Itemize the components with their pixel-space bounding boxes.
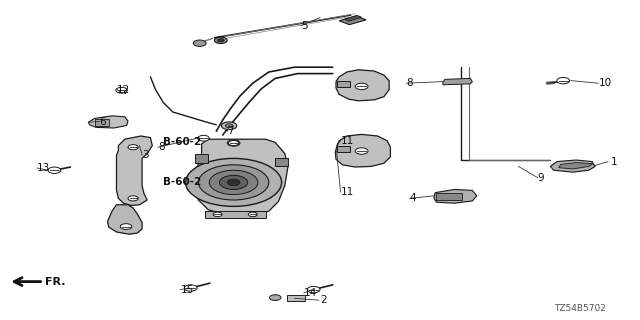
Text: 13: 13	[37, 163, 51, 173]
Circle shape	[198, 135, 209, 141]
Circle shape	[557, 77, 570, 84]
Text: 14: 14	[304, 288, 317, 298]
Circle shape	[198, 165, 269, 200]
Text: 15: 15	[180, 284, 194, 295]
Circle shape	[355, 148, 368, 154]
Bar	[337, 81, 350, 87]
Polygon shape	[108, 205, 142, 234]
Polygon shape	[335, 134, 390, 167]
Text: 11: 11	[340, 136, 354, 146]
Circle shape	[209, 170, 258, 195]
Circle shape	[220, 175, 248, 189]
Text: B-60-2: B-60-2	[163, 137, 202, 148]
Text: 7: 7	[227, 126, 234, 136]
Polygon shape	[559, 163, 593, 169]
Circle shape	[120, 224, 132, 229]
Text: FR.: FR.	[45, 276, 65, 287]
Circle shape	[48, 167, 61, 173]
Circle shape	[227, 179, 240, 186]
Circle shape	[128, 196, 138, 201]
Text: 8: 8	[158, 142, 164, 152]
Circle shape	[269, 295, 281, 300]
Polygon shape	[344, 15, 362, 21]
Polygon shape	[550, 160, 595, 172]
Bar	[307, 67, 554, 242]
Polygon shape	[195, 139, 288, 214]
Bar	[195, 154, 208, 163]
Bar	[436, 193, 462, 200]
Polygon shape	[339, 16, 366, 25]
Circle shape	[184, 285, 197, 291]
Text: 10: 10	[598, 78, 612, 88]
Bar	[275, 158, 288, 166]
Text: 5: 5	[301, 20, 307, 31]
Circle shape	[218, 39, 224, 42]
Bar	[146, 69, 312, 243]
Circle shape	[228, 140, 239, 146]
Circle shape	[221, 122, 237, 130]
Circle shape	[214, 37, 227, 44]
Circle shape	[225, 124, 233, 128]
Circle shape	[248, 212, 257, 217]
Circle shape	[186, 158, 282, 206]
Bar	[337, 146, 350, 152]
Circle shape	[116, 87, 127, 93]
Polygon shape	[116, 136, 152, 205]
Text: TZ54B5702: TZ54B5702	[554, 304, 605, 313]
Circle shape	[213, 212, 222, 217]
Circle shape	[193, 40, 206, 46]
Polygon shape	[88, 116, 128, 128]
Circle shape	[355, 83, 368, 90]
Text: 9: 9	[538, 172, 544, 183]
Circle shape	[307, 286, 320, 293]
Text: 2: 2	[320, 295, 326, 305]
Bar	[95, 119, 109, 126]
Text: 12: 12	[117, 84, 131, 95]
Polygon shape	[211, 13, 358, 42]
Text: 6: 6	[99, 116, 106, 127]
Text: 3: 3	[142, 150, 148, 160]
Text: 4: 4	[410, 193, 416, 204]
Polygon shape	[443, 78, 472, 85]
Polygon shape	[434, 189, 477, 203]
Text: 1: 1	[611, 156, 618, 167]
Polygon shape	[205, 211, 266, 218]
Bar	[287, 295, 305, 301]
Circle shape	[128, 145, 138, 150]
Polygon shape	[336, 70, 389, 101]
Text: 8: 8	[406, 78, 413, 88]
Text: B-60-2: B-60-2	[163, 177, 202, 188]
Text: 11: 11	[340, 187, 354, 197]
Circle shape	[227, 140, 240, 146]
